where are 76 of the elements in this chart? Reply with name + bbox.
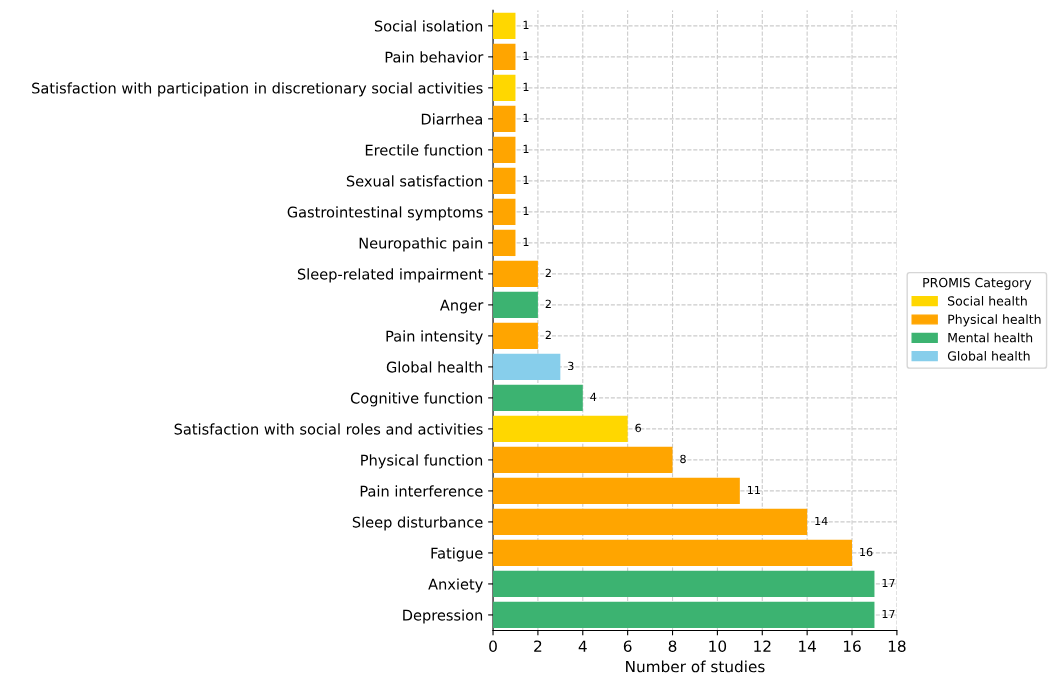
y-tick-label: Cognitive function: [350, 392, 483, 407]
data-label: 1: [523, 82, 529, 91]
y-tick-label: Satisfaction with social roles and activities: [174, 423, 483, 435]
y-tick-label: Sexual satisfaction: [346, 175, 483, 187]
bar: [493, 353, 561, 381]
x-tick-label: 12: [754, 640, 771, 652]
data-label: 4: [590, 392, 597, 401]
legend-label: Social health: [948, 295, 1027, 306]
x-tick-label: 18: [888, 640, 906, 652]
y-tick-label: Satisfaction with participation in discretionary social activities: [32, 82, 483, 97]
data-label: 8: [680, 454, 686, 464]
y-tick-label: Erectile function: [365, 144, 483, 156]
data-label: 17: [882, 578, 895, 587]
data-label: 3: [568, 361, 574, 371]
legend-label: Global health: [947, 351, 1030, 361]
data-label: 1: [523, 144, 529, 153]
x-tick-label: 0: [489, 640, 497, 652]
bar: [493, 570, 875, 598]
bar: [493, 198, 516, 226]
bar: [493, 539, 853, 567]
y-tick-label: Sleep disturbance: [352, 516, 483, 531]
data-label: 1: [523, 206, 529, 215]
x-tick-label: 14: [799, 640, 817, 652]
bar: [493, 105, 516, 133]
y-tick-label: Pain behavior: [385, 51, 484, 63]
x-tick-label: 16: [843, 640, 861, 652]
bar: [493, 601, 875, 629]
bar: [493, 508, 808, 536]
y-tick-label: Pain intensity: [386, 330, 483, 345]
x-axis-title: Number of studies: [626, 660, 765, 673]
y-tick-label: Gastrointestinal symptoms: [287, 206, 483, 221]
x-tick-label: 6: [623, 640, 632, 652]
legend-label: Mental health: [948, 332, 1033, 343]
data-label: 2: [545, 268, 551, 277]
y-tick-label: Sleep-related impairment: [297, 268, 483, 283]
bar: [493, 260, 538, 288]
x-tick-label: 4: [578, 640, 587, 652]
y-tick-label: Anxiety: [428, 578, 483, 593]
bar: [493, 229, 516, 257]
bar: [493, 415, 628, 443]
bar: [493, 12, 516, 40]
y-tick-label: Fatigue: [431, 547, 483, 562]
bar: [493, 322, 538, 350]
bar: [493, 74, 516, 102]
y-tick-label: Social isolation: [374, 20, 483, 32]
bar: [493, 136, 516, 164]
data-label: 1: [523, 20, 529, 29]
x-tick-label: 10: [709, 640, 727, 652]
data-label: 16: [860, 547, 873, 557]
bar: [493, 477, 740, 505]
y-tick-label: Diarrhea: [421, 113, 482, 125]
bar: [493, 446, 673, 474]
legend-title: PROMIS Category: [923, 277, 1032, 290]
y-tick-label: Global health: [386, 361, 483, 373]
data-label: 14: [815, 516, 828, 525]
y-tick-label: Neuropathic pain: [359, 237, 483, 252]
data-label: 11: [748, 485, 760, 494]
bar: [493, 43, 516, 71]
x-tick-label: 8: [668, 640, 677, 652]
data-label: 6: [635, 423, 641, 433]
data-label: 17: [882, 609, 895, 618]
bar: [493, 384, 583, 412]
bar: [493, 167, 516, 195]
bar: [493, 291, 538, 319]
y-tick-label: Depression: [403, 609, 483, 624]
data-label: 1: [523, 113, 529, 122]
data-label: 1: [523, 175, 529, 184]
y-tick-label: Physical function: [361, 454, 483, 469]
data-label: 2: [545, 299, 551, 308]
data-label: 2: [545, 330, 551, 339]
legend-label: Physical health: [948, 314, 1041, 327]
data-label: 1: [523, 51, 529, 60]
y-tick-label: Anger: [439, 299, 484, 314]
data-label: 1: [523, 237, 529, 246]
y-tick-label: Pain interference: [360, 485, 483, 497]
x-tick-label: 2: [534, 640, 542, 652]
